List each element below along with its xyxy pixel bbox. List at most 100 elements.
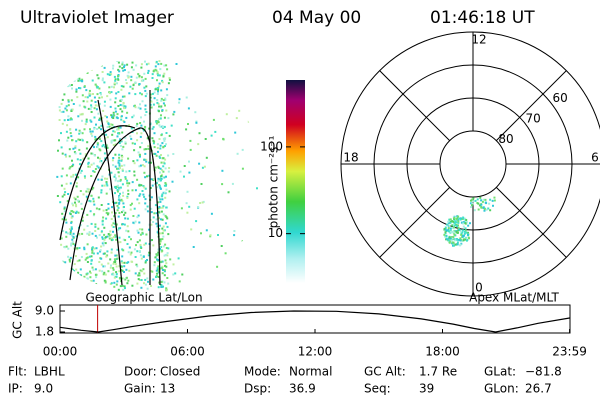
- pixel: [153, 212, 156, 215]
- pixel: [105, 217, 108, 220]
- pixel: [158, 110, 160, 113]
- pixel: [118, 196, 121, 199]
- pixel: [157, 275, 160, 278]
- pixel: [151, 73, 154, 76]
- pixel: [61, 274, 64, 277]
- pixel: [167, 282, 170, 285]
- pixel: [139, 244, 142, 247]
- pixel: [64, 218, 67, 221]
- pixel: [165, 88, 168, 91]
- pixel: [117, 68, 120, 71]
- pixel: [72, 103, 75, 105]
- pixel: [91, 251, 94, 254]
- pixel: [88, 165, 91, 168]
- pixel: [159, 167, 162, 170]
- pixel: [100, 140, 103, 143]
- pixel: [143, 195, 146, 198]
- pixel: [71, 241, 74, 244]
- pixel: [186, 211, 189, 214]
- pixel: [127, 189, 130, 192]
- polar-pixel: [448, 218, 451, 221]
- pixel: [158, 211, 161, 214]
- pixel: [146, 259, 148, 261]
- pixel: [67, 99, 70, 102]
- polar-pixel: [464, 229, 467, 232]
- pixel: [168, 167, 171, 169]
- pixel: [69, 132, 72, 135]
- pixel: [189, 139, 192, 142]
- pixel: [121, 168, 124, 171]
- pixel: [94, 104, 97, 107]
- pixel: [152, 221, 155, 223]
- pixel: [97, 60, 100, 62]
- pixel: [113, 130, 116, 133]
- polar-pixel: [466, 233, 469, 236]
- pixel: [116, 190, 119, 193]
- polar-pixel: [456, 231, 459, 234]
- pixel: [138, 274, 141, 277]
- pixel: [122, 238, 125, 241]
- pixel: [83, 175, 86, 178]
- pixel: [126, 63, 129, 66]
- colorbar-tick-label: 10: [268, 226, 283, 240]
- pixel: [140, 93, 143, 96]
- pixel: [158, 206, 161, 208]
- pixel: [70, 175, 73, 178]
- pixel: [139, 164, 142, 167]
- polar-pixel: [457, 229, 460, 232]
- pixel: [181, 273, 184, 276]
- pixel: [89, 210, 92, 213]
- pixel: [119, 285, 122, 288]
- pixel: [73, 273, 76, 276]
- pixel: [162, 99, 165, 102]
- polar-pixel: [451, 230, 454, 233]
- pixel: [65, 105, 68, 108]
- pixel: [154, 152, 157, 155]
- pixel: [114, 235, 117, 238]
- polar-pixel: [465, 219, 468, 222]
- pixel: [114, 153, 117, 156]
- pixel: [210, 67, 213, 70]
- pixel: [120, 164, 123, 167]
- polar-pixel: [449, 227, 452, 230]
- pixel: [67, 278, 70, 281]
- pixel: [104, 157, 107, 160]
- polar-pixel: [453, 244, 456, 247]
- pixel: [158, 184, 161, 187]
- pixel: [94, 268, 97, 271]
- pixel: [159, 198, 162, 201]
- pixel: [107, 212, 110, 215]
- pixel: [72, 211, 75, 214]
- pixel: [122, 249, 125, 252]
- mlt-line: [379, 186, 451, 258]
- pixel: [78, 233, 81, 236]
- pixel: [165, 265, 168, 268]
- pixel: [105, 255, 108, 258]
- pixel: [98, 117, 101, 120]
- pixel: [117, 61, 120, 64]
- pixel: [198, 132, 201, 135]
- pixel: [113, 75, 116, 78]
- pixel: [71, 139, 73, 142]
- pixel: [76, 63, 79, 66]
- pixel: [114, 261, 117, 263]
- pixel: [79, 138, 82, 141]
- pixel: [156, 231, 159, 234]
- polar-pixel: [444, 235, 447, 238]
- pixel: [96, 252, 99, 255]
- pixel: [70, 226, 73, 229]
- pixel: [111, 159, 114, 162]
- pixel: [105, 182, 108, 185]
- pixel: [72, 175, 75, 178]
- pixel: [133, 104, 136, 107]
- pixel: [155, 222, 158, 225]
- pixel: [119, 144, 122, 147]
- pixel: [103, 104, 106, 107]
- polar-pixel: [487, 207, 490, 210]
- pixel: [118, 188, 121, 191]
- pixel: [91, 79, 94, 82]
- pixel: [75, 90, 78, 93]
- pixel: [142, 268, 145, 271]
- info-value: 39: [419, 382, 434, 396]
- pixel: [108, 234, 111, 237]
